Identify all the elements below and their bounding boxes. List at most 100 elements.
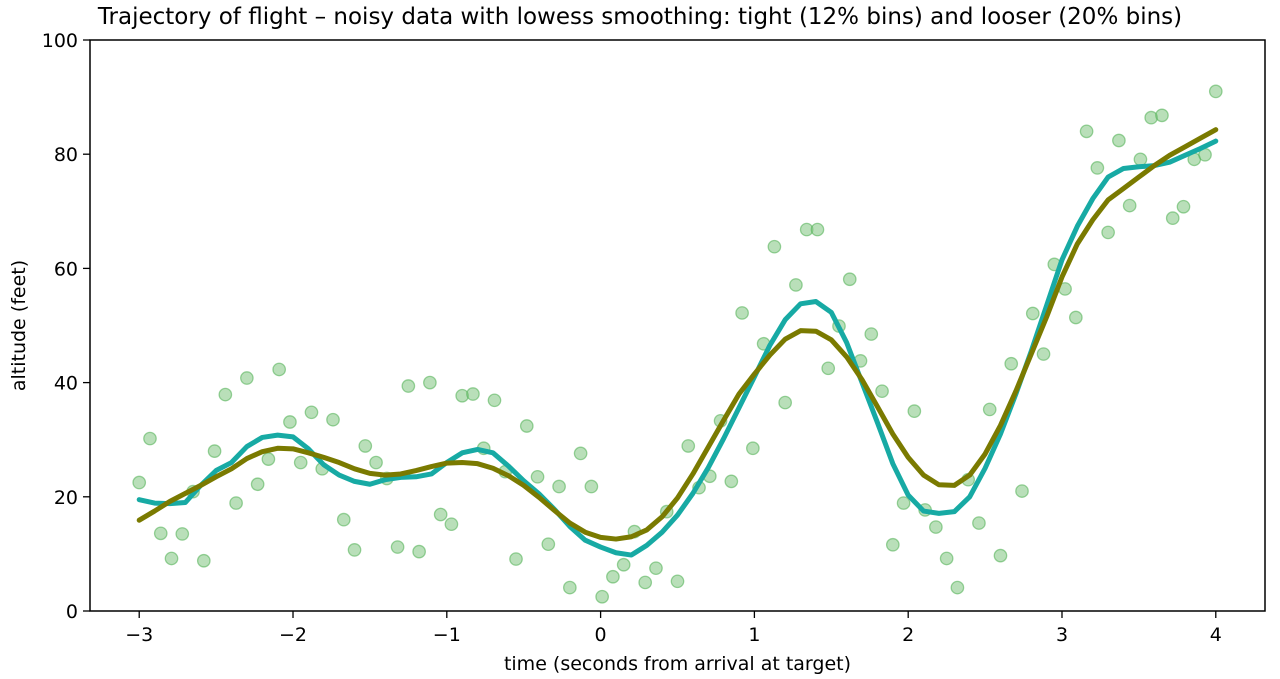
data-point [272,362,287,377]
data-point [132,475,147,490]
data-point [1101,225,1115,240]
y-tick-label: 100 [42,30,78,52]
data-point [1015,484,1029,498]
data-point [864,327,879,341]
data-point [390,540,405,554]
x-axis-label: time (seconds from arrival at target) [504,653,851,675]
data-point [584,479,599,494]
data-point [401,379,416,393]
data-point [1025,306,1040,321]
data-point [885,537,900,552]
data-point [326,412,340,427]
x-tick-label: 1 [748,624,760,646]
y-tick-label: 0 [66,601,78,623]
data-point [982,402,997,417]
scatter-points [132,84,1223,604]
data-point [207,444,222,458]
data-point [789,278,803,292]
x-tick-label: −1 [433,624,461,646]
data-point [606,569,620,584]
data-point [433,507,448,522]
data-point [347,543,362,557]
data-point [552,479,566,494]
data-point [412,544,426,559]
x-tick-label: 4 [1210,624,1222,646]
data-point [573,446,588,461]
data-point [358,439,373,453]
loose-lowess-line [136,127,1219,542]
data-point [950,580,965,595]
y-tick-label: 80 [54,144,78,166]
data-point [746,441,760,456]
data-point [487,393,502,408]
data-point [875,384,889,399]
data-point [929,520,943,534]
x-tick-label: 3 [1056,624,1068,646]
data-point [218,387,233,402]
data-point [153,526,168,541]
data-point [541,537,556,552]
data-point [261,452,276,466]
data-point [143,431,157,446]
data-point [896,496,911,510]
x-tick-label: −2 [279,624,307,646]
plot-frame [89,39,1266,612]
data-point [164,551,179,566]
y-axis-label: altitude (feet) [8,260,30,391]
data-point [519,419,534,433]
data-point [1176,199,1191,214]
data-point [240,371,254,385]
data-point [229,496,243,510]
chart-title: Trajectory of flight – noisy data with l… [97,4,1183,30]
data-point [616,557,631,572]
data-point [842,272,857,287]
y-tick-label: 20 [54,487,78,509]
smoothing-lines [136,127,1219,558]
data-point [735,306,749,320]
data-point [670,574,685,589]
x-tick-label: 2 [902,624,914,646]
data-point [509,552,523,566]
x-tick-label: −3 [125,624,153,646]
data-point [444,517,459,532]
data-point [993,548,1008,563]
data-point [1122,198,1137,213]
data-point [562,580,577,595]
data-point [1036,347,1051,361]
x-tick-label: 0 [595,624,607,646]
y-tick-label: 40 [54,373,78,395]
data-point [1155,108,1169,123]
data-point [196,553,211,568]
data-point [1068,310,1083,325]
data-point [778,395,793,410]
y-tick-label: 60 [54,258,78,280]
data-point [1079,124,1094,139]
data-point [767,239,782,254]
data-point [283,415,297,429]
data-point [1208,84,1223,99]
data-point [336,512,351,527]
data-point [595,589,609,604]
tight-lowess-line [136,138,1219,558]
data-point [972,516,986,530]
data-point [649,561,663,576]
data-point [907,404,922,418]
data-point [1165,211,1180,226]
data-point [1090,161,1105,175]
data-point [1133,152,1148,167]
data-point [369,455,383,470]
data-point [681,439,696,453]
data-point [821,361,836,376]
data-point [175,527,190,541]
data-point [293,455,308,470]
data-point [1004,356,1019,371]
data-point [423,375,437,390]
data-point [530,469,545,484]
data-point [250,477,265,492]
data-point [304,405,319,420]
data-point [638,575,653,590]
data-point [810,222,825,237]
data-point [1112,133,1126,148]
